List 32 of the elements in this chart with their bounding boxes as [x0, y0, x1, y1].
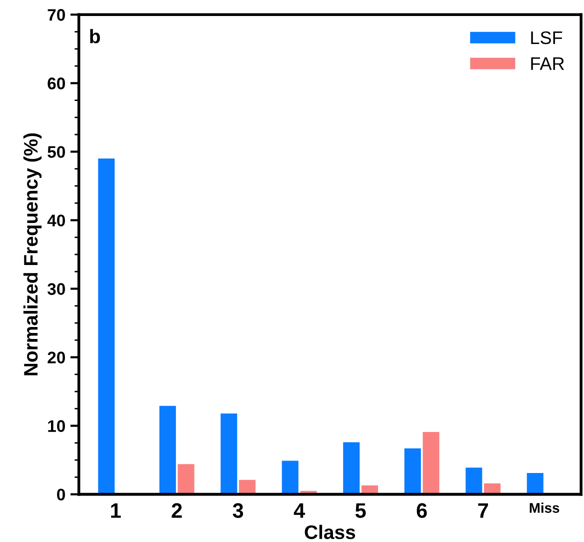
- bar: [466, 468, 482, 494]
- x-tick-label: 4: [294, 503, 306, 518]
- x-axis-title: Class: [304, 524, 356, 540]
- bar: [159, 406, 176, 494]
- x-tick-label: 7: [478, 503, 488, 518]
- bar: [343, 442, 360, 494]
- x-tick-label: Miss: [530, 502, 560, 513]
- bar: [404, 448, 421, 494]
- x-tick-label: 2: [172, 503, 182, 518]
- y-tick-label: 40: [47, 214, 65, 226]
- bar: [220, 413, 238, 494]
- legend-label: LSF: [531, 31, 562, 44]
- bar: [239, 480, 256, 494]
- y-tick-label: 10: [48, 420, 65, 432]
- x-tick-label: 6: [416, 503, 427, 518]
- x-tick-label: 5: [355, 503, 366, 518]
- bar: [422, 432, 440, 494]
- y-tick-label: 50: [48, 146, 65, 158]
- y-tick-label: 20: [48, 352, 65, 364]
- x-tick-label: 3: [232, 503, 244, 518]
- bar: [282, 460, 298, 494]
- y-tick-label: 30: [47, 283, 65, 295]
- bar: [178, 464, 194, 494]
- y-tick-label: 0: [57, 488, 65, 501]
- y-tick-label: 70: [48, 9, 65, 21]
- legend-label: FAR: [531, 57, 564, 70]
- y-tick-label: 60: [48, 78, 65, 90]
- annotation: b: [90, 29, 100, 44]
- y-axis-title: Normalized Frequency (%): [23, 133, 42, 376]
- bar: [526, 473, 544, 494]
- x-tick-label: 1: [111, 503, 121, 518]
- bar: [98, 158, 115, 494]
